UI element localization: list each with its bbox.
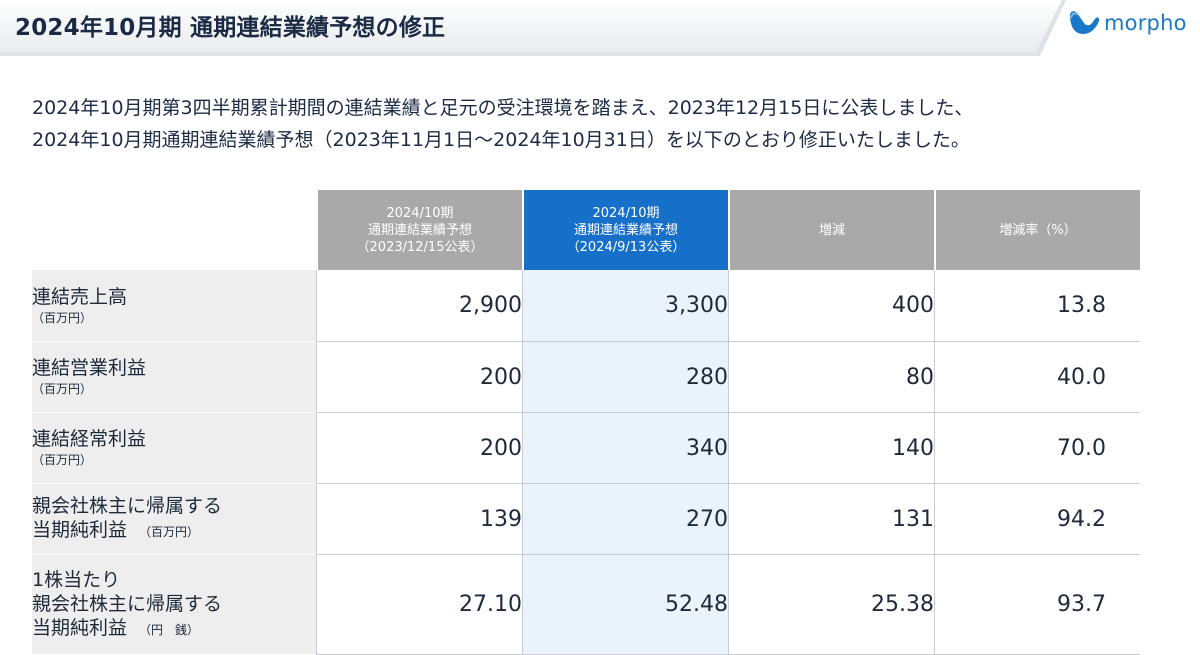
column-header-line: （2023/12/15公表） xyxy=(356,239,484,255)
table-header-row: 2024/10期 通期連結業績予想 （2023/12/15公表） 2024/10… xyxy=(32,190,1140,270)
table-row: 連結営業利益 （百万円） 200 280 80 40.0 xyxy=(32,342,1140,413)
value-cell: 93.7 xyxy=(934,555,1140,655)
row-label-operating-profit: 連結営業利益 （百万円） xyxy=(32,342,316,413)
row-label-text: 連結営業利益 xyxy=(32,357,147,379)
value-cell: 40.0 xyxy=(934,342,1140,413)
row-label-text: 連結経常利益 xyxy=(32,428,147,450)
row-unit: （百万円） xyxy=(32,310,93,325)
intro-text: 2024年10月期第3四半期累計期間の連結業績と足元の受注環境を踏まえ、2023… xyxy=(32,92,1182,156)
column-header-line: 通期連結業績予想 xyxy=(367,222,472,238)
table-row: 連結売上高 （百万円） 2,900 3,300 400 13.8 xyxy=(32,270,1140,342)
row-label-text: 親会社株主に帰属する xyxy=(32,592,223,615)
value-cell: 139 xyxy=(316,484,522,555)
row-label-text-line2: 当期純利益 （百万円） xyxy=(32,518,316,544)
value-cell: 131 xyxy=(728,484,934,555)
morpho-logo: morpho xyxy=(1066,6,1187,40)
value-cell: 400 xyxy=(728,270,934,342)
row-label-ordinary-profit: 連結経常利益 （百万円） xyxy=(32,413,316,484)
value-cell: 13.8 xyxy=(934,270,1140,342)
row-label-text: 当期純利益 xyxy=(32,616,128,639)
value-cell: 200 xyxy=(316,413,522,484)
value-cell: 80 xyxy=(728,342,934,413)
table-row: 1株当たり 親会社株主に帰属する 当期純利益 （円 銭） 27.10 52.48 … xyxy=(32,555,1140,655)
header-blank-cell xyxy=(32,190,316,270)
row-label-net-income: 親会社株主に帰属する 当期純利益 （百万円） xyxy=(32,484,316,555)
row-label-text-line3: 当期純利益 （円 銭） xyxy=(32,616,316,642)
row-unit: （百万円） xyxy=(32,382,93,396)
value-cell: 200 xyxy=(316,342,522,413)
value-cell: 52.48 xyxy=(522,555,728,655)
row-unit: （円 銭） xyxy=(139,622,200,637)
value-cell: 70.0 xyxy=(934,413,1140,484)
value-cell: 140 xyxy=(728,413,934,484)
logo-mark-icon xyxy=(1070,11,1100,34)
column-header-line: 2024/10期 xyxy=(386,205,454,221)
row-label-text: 当期純利益 xyxy=(32,519,128,541)
row-label-text: 1株当たり xyxy=(32,568,121,591)
value-cell: 2,900 xyxy=(316,270,522,342)
value-cell: 270 xyxy=(522,484,728,555)
value-cell: 340 xyxy=(522,413,728,484)
column-header-line: 増減率（%） xyxy=(999,222,1077,238)
forecast-table: 2024/10期 通期連結業績予想 （2023/12/15公表） 2024/10… xyxy=(32,190,1140,655)
row-label-eps: 1株当たり 親会社株主に帰属する 当期純利益 （円 銭） xyxy=(32,555,316,655)
row-label-net-sales: 連結売上高 （百万円） xyxy=(32,270,316,342)
intro-line-1: 2024年10月期第3四半期累計期間の連結業績と足元の受注環境を踏まえ、2023… xyxy=(32,97,974,119)
value-cell: 94.2 xyxy=(934,484,1140,555)
column-header-revised-forecast: 2024/10期 通期連結業績予想 （2024/9/13公表） xyxy=(522,190,728,270)
value-cell: 25.38 xyxy=(728,555,934,655)
table-row: 親会社株主に帰属する 当期純利益 （百万円） 139 270 131 94.2 xyxy=(32,484,1140,555)
row-label-text: 連結売上高 xyxy=(32,285,128,308)
column-header-change: 増減 xyxy=(728,190,934,270)
value-cell: 27.10 xyxy=(316,555,522,655)
header-background xyxy=(0,0,1066,56)
column-header-previous-forecast: 2024/10期 通期連結業績予想 （2023/12/15公表） xyxy=(316,190,522,270)
value-cell: 3,300 xyxy=(522,270,728,342)
column-header-line: （2024/9/13公表） xyxy=(566,239,686,255)
logo-text: morpho xyxy=(1104,11,1187,35)
intro-line-2: 2024年10月期通期連結業績予想（2023年11月1日～2024年10月31日… xyxy=(32,129,970,151)
row-unit: （百万円） xyxy=(32,453,93,467)
header-bar: 2024年10月期 通期連結業績予想の修正 morpho xyxy=(0,0,1200,60)
column-header-line: 2024/10期 xyxy=(592,205,660,221)
column-header-line: 増減 xyxy=(818,222,845,238)
row-unit: （百万円） xyxy=(139,525,200,539)
value-cell: 280 xyxy=(522,342,728,413)
column-header-change-rate: 増減率（%） xyxy=(934,190,1140,270)
row-label-text: 親会社株主に帰属する xyxy=(32,495,223,517)
page-title: 2024年10月期 通期連結業績予想の修正 xyxy=(15,15,446,41)
column-header-line: 通期連結業績予想 xyxy=(573,222,678,238)
table-row: 連結経常利益 （百万円） 200 340 140 70.0 xyxy=(32,413,1140,484)
